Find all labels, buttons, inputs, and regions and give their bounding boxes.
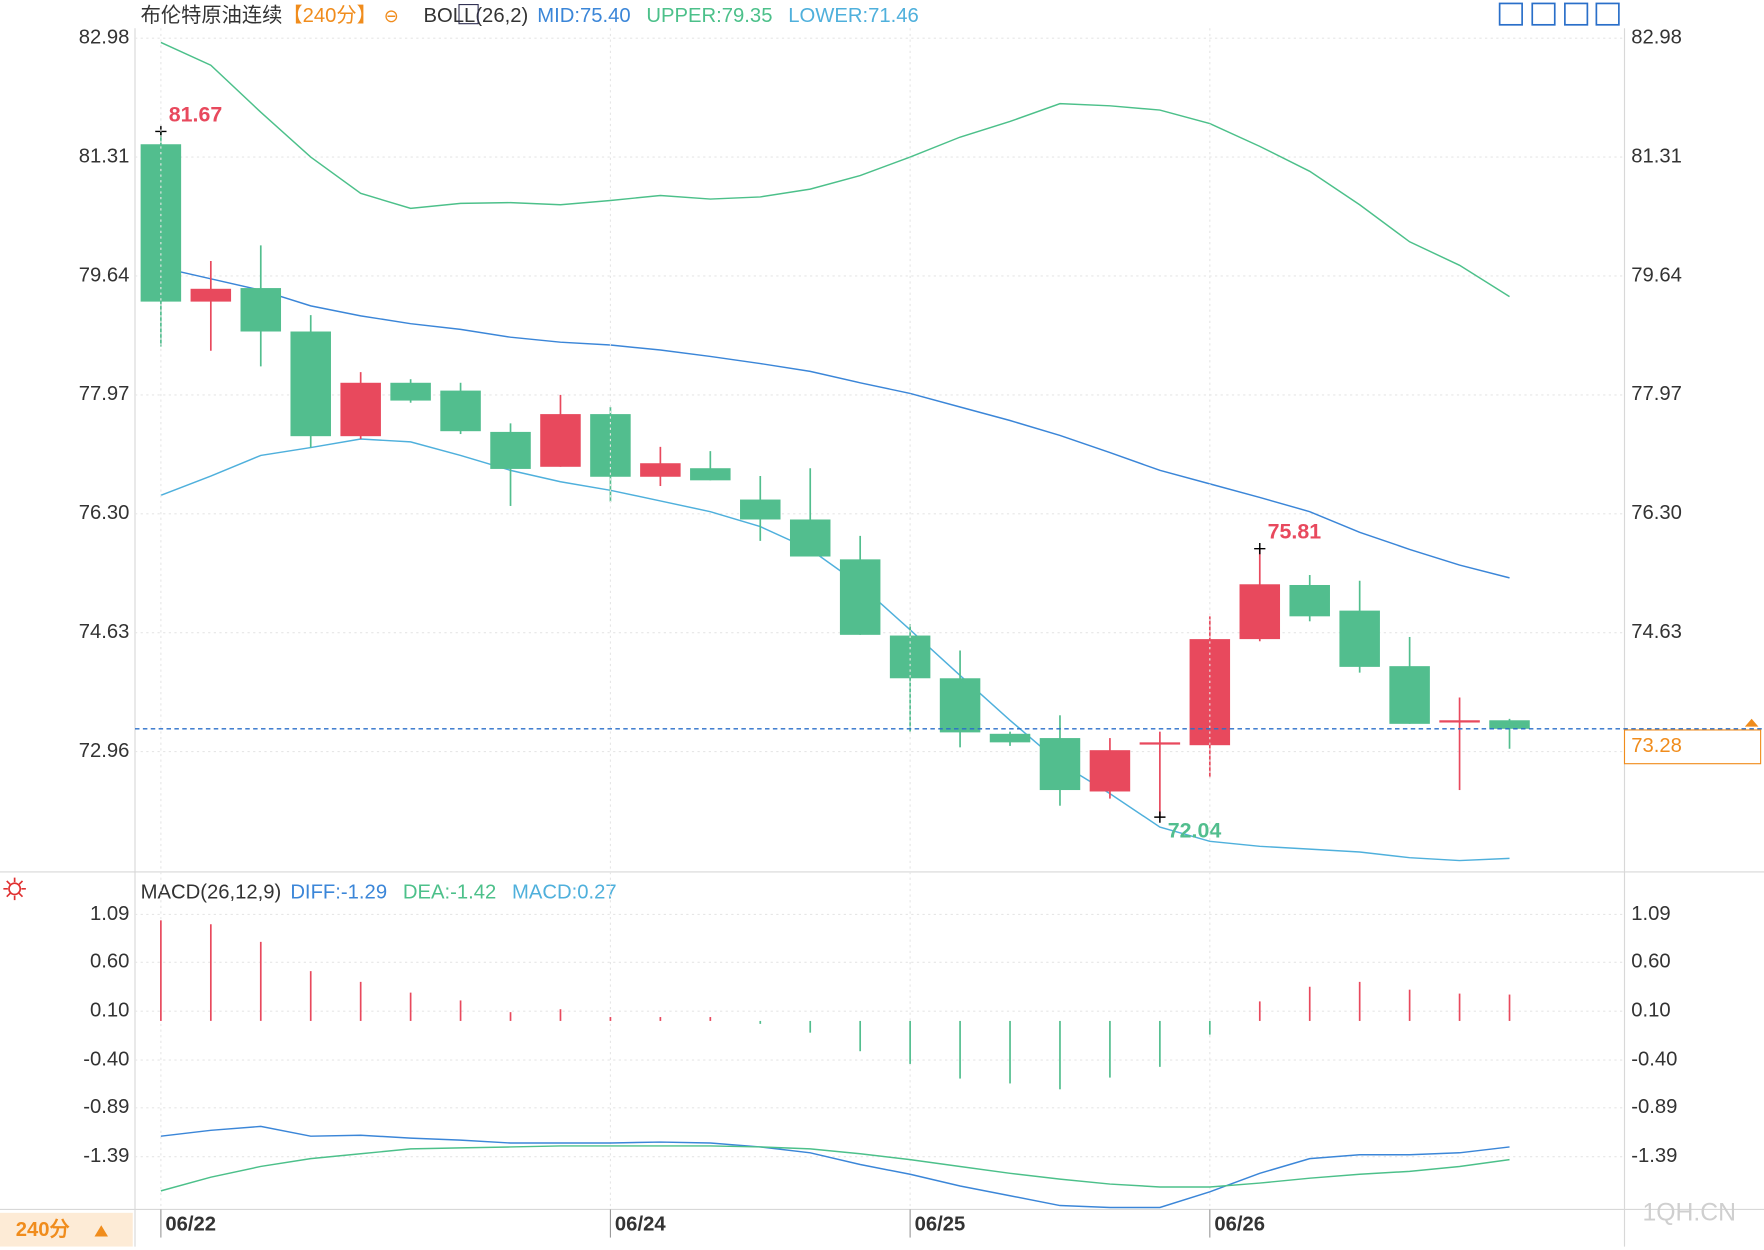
candle-body bbox=[1239, 584, 1281, 640]
candle-body bbox=[1489, 720, 1530, 729]
y-tick-label: 76.30 bbox=[79, 502, 130, 524]
legend-lower: LOWER:71.46 bbox=[788, 5, 919, 27]
y-tick-label: 1.09 bbox=[90, 903, 129, 925]
y-tick-label: 77.97 bbox=[79, 383, 130, 405]
x-tick-label: 06/22 bbox=[165, 1214, 216, 1236]
boll-line bbox=[160, 266, 1510, 579]
candle-body bbox=[340, 382, 381, 437]
main-legend: 布伦特原油连续【240分】 ⊖ BOLL(26,2) MID:75.40 UPPER:7… bbox=[141, 4, 919, 27]
candle-body bbox=[690, 468, 731, 481]
legend-dea: DEA:-1.42 bbox=[403, 882, 496, 904]
y-tick-label: 74.63 bbox=[79, 621, 130, 643]
macd-line bbox=[160, 1145, 1510, 1192]
icon-rays bbox=[3, 877, 26, 901]
candle-body bbox=[989, 733, 1031, 743]
y-tick-label: 81.31 bbox=[79, 145, 130, 167]
tool-button[interactable] bbox=[1595, 2, 1620, 26]
icon-circle bbox=[8, 882, 22, 896]
y-tick-label: -1.39 bbox=[83, 1145, 129, 1167]
legend-macd: MACD:0.27 bbox=[512, 882, 617, 904]
macd-legend: MACD(26,12,9) DIFF:-1.29 DEA:-1.42 MACD:0.2… bbox=[141, 882, 617, 904]
price-label: 73.28 bbox=[1631, 735, 1682, 757]
candle-body bbox=[490, 431, 531, 469]
macd-line bbox=[160, 1125, 1510, 1209]
candle-body bbox=[789, 519, 831, 557]
period-arrow bbox=[94, 1225, 108, 1237]
tool-button[interactable] bbox=[1531, 2, 1556, 26]
extreme-label: 75.81 bbox=[1268, 520, 1322, 544]
y-tick-label: 0.10 bbox=[1631, 1000, 1670, 1022]
candle-body bbox=[1439, 720, 1480, 723]
candle-body bbox=[440, 390, 481, 432]
indicator-icon[interactable] bbox=[458, 3, 479, 25]
price-box bbox=[1623, 729, 1762, 765]
y-tick-label: -1.39 bbox=[1631, 1145, 1677, 1167]
y-tick-label: 1.09 bbox=[1631, 903, 1670, 925]
candle-body bbox=[290, 331, 331, 437]
x-tick-label: 06/25 bbox=[915, 1214, 966, 1236]
macd-title: MACD(26,12,9) bbox=[141, 882, 282, 904]
y-tick-label: -0.89 bbox=[83, 1096, 129, 1118]
y-tick-label: 0.60 bbox=[90, 951, 129, 973]
y-tick-label: 82.98 bbox=[1631, 26, 1682, 48]
candle-body bbox=[540, 414, 581, 467]
collapse-icon[interactable]: ⊖ bbox=[384, 6, 399, 26]
period-button[interactable] bbox=[0, 1212, 133, 1247]
extreme-marker bbox=[1254, 543, 1266, 555]
period: 【240分】 bbox=[282, 4, 377, 27]
legend-diff: DIFF:-1.29 bbox=[290, 882, 387, 904]
y-tick-label: -0.40 bbox=[83, 1048, 129, 1070]
candle-body bbox=[140, 144, 182, 302]
y-tick-label: 81.31 bbox=[1631, 145, 1682, 167]
candle-body bbox=[839, 559, 881, 635]
tool-button[interactable] bbox=[1564, 2, 1589, 26]
y-tick-label: 79.64 bbox=[1631, 264, 1682, 286]
y-tick-label: 76.30 bbox=[1631, 502, 1682, 524]
legend-mid: MID:75.40 bbox=[537, 5, 630, 27]
macd-icon bbox=[3, 877, 26, 901]
y-tick-label: -0.40 bbox=[1631, 1048, 1677, 1070]
candle-body bbox=[1339, 610, 1380, 667]
indicator: BOLL(26,2) bbox=[424, 5, 529, 27]
legend-upper: UPPER:79.35 bbox=[646, 5, 772, 27]
y-tick-label: 79.64 bbox=[79, 264, 130, 286]
candle-body bbox=[939, 678, 981, 733]
candle-body bbox=[1039, 738, 1081, 791]
boll-line bbox=[160, 41, 1510, 298]
tool-button[interactable] bbox=[1498, 2, 1523, 26]
toolbar bbox=[1498, 2, 1620, 26]
y-tick-label: 72.96 bbox=[79, 740, 130, 762]
period-button-label: 240分 bbox=[16, 1218, 71, 1241]
x-tick-label: 06/26 bbox=[1214, 1214, 1265, 1236]
candle-body bbox=[1389, 666, 1430, 724]
candle-body bbox=[390, 382, 431, 401]
y-tick-label: 82.98 bbox=[79, 26, 130, 48]
extreme-marker bbox=[1154, 811, 1166, 823]
boll-line bbox=[160, 438, 1510, 862]
y-tick-label: 0.10 bbox=[90, 1000, 129, 1022]
candle-body bbox=[640, 463, 681, 477]
extreme-label: 72.04 bbox=[1168, 818, 1222, 842]
price-arrow bbox=[1744, 718, 1759, 727]
candle-body bbox=[1289, 584, 1330, 617]
candle-body bbox=[740, 499, 781, 520]
candle-body bbox=[240, 288, 282, 332]
candle-body bbox=[1139, 742, 1181, 745]
watermark: 1QH.CN bbox=[1643, 1199, 1737, 1226]
y-tick-label: -0.89 bbox=[1631, 1096, 1677, 1118]
extreme-label: 81.67 bbox=[169, 102, 222, 126]
y-tick-label: 0.60 bbox=[1631, 951, 1670, 973]
chart-title: 布伦特原油连续 bbox=[141, 4, 283, 27]
candle-body bbox=[190, 288, 232, 302]
x-tick-label: 06/24 bbox=[615, 1214, 666, 1236]
y-tick-label: 74.63 bbox=[1631, 621, 1682, 643]
y-tick-label: 77.97 bbox=[1631, 383, 1682, 405]
candle-body bbox=[1089, 750, 1131, 792]
